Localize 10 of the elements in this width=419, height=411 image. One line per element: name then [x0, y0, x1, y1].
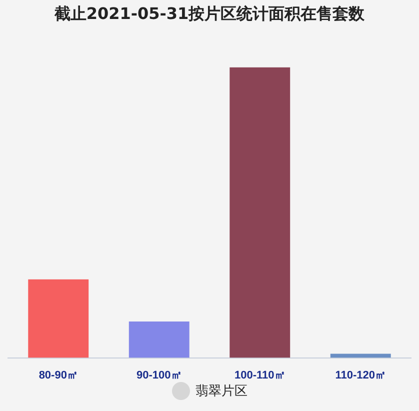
chart-title: 截止2021-05-31按片区统计面积在售套数: [53, 4, 366, 25]
bar: [28, 279, 89, 358]
x-tick-label: 110-120㎡: [335, 369, 386, 382]
x-tick-label: 100-110㎡: [234, 369, 286, 382]
bar: [330, 354, 391, 358]
text: 翡翠片区: [196, 383, 248, 400]
x-tick-label: 80-90㎡: [38, 369, 78, 382]
bar: [230, 67, 290, 358]
x-tick-label: 90-100㎡: [136, 369, 182, 382]
bar: [128, 322, 190, 358]
